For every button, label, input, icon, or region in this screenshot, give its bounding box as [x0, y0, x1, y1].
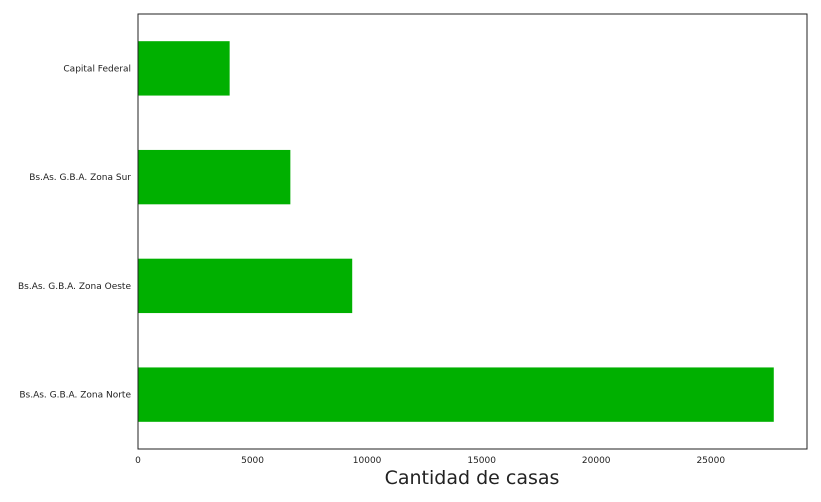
bar-2: [138, 258, 353, 314]
x-axis-label: Cantidad de casas: [385, 467, 560, 489]
y-tick-label-3: Bs.As. G.B.A. Zona Norte: [19, 391, 131, 401]
x-tick-label-4: 20000: [582, 456, 611, 466]
x-tick-label-1: 5000: [241, 456, 264, 466]
y-tick-labels: Capital Federal Bs.As. G.B.A. Zona Sur Bs.…: [18, 64, 131, 400]
y-tick-label-2: Bs.As. G.B.A. Zona Oeste: [18, 282, 131, 292]
y-tick-label-0: Capital Federal: [63, 64, 131, 74]
bar-0: [138, 41, 230, 96]
bar-3: [138, 367, 774, 422]
x-tick-label-2: 10000: [353, 456, 382, 466]
x-tick-label-0: 0: [135, 456, 141, 466]
x-tick-labels: 0 5000 10000 15000 20000 25000: [135, 456, 725, 466]
x-tick-label-3: 15000: [467, 456, 496, 466]
plot-frame: [137, 13, 808, 450]
bars-group: [138, 41, 774, 422]
bar-1: [138, 149, 291, 205]
x-tick-label-5: 25000: [696, 456, 725, 466]
y-tick-label-1: Bs.As. G.B.A. Zona Sur: [29, 173, 131, 183]
